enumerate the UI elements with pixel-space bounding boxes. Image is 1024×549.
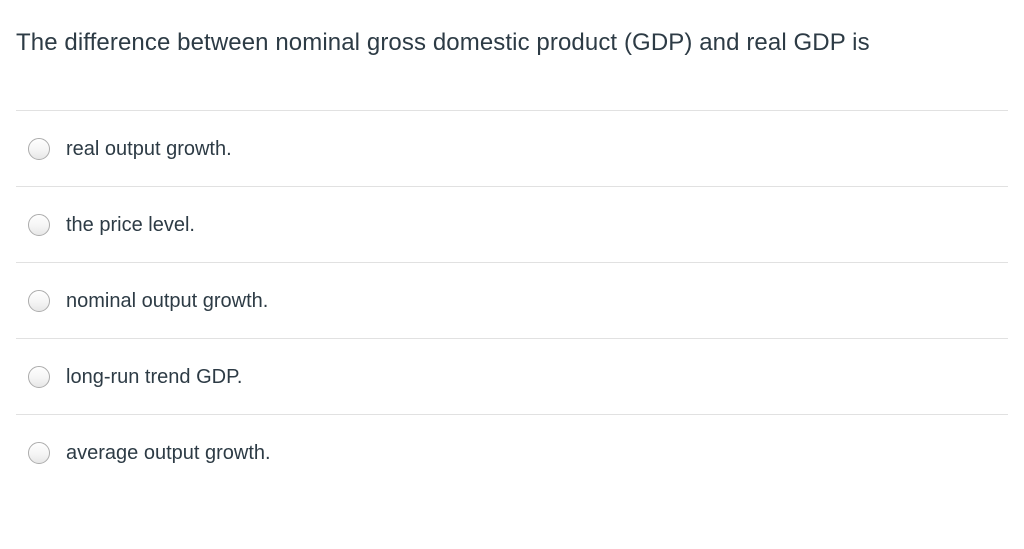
- answer-option-row[interactable]: nominal output growth.: [16, 262, 1008, 338]
- question-text: The difference between nominal gross dom…: [16, 29, 870, 56]
- answer-label[interactable]: the price level.: [66, 213, 195, 236]
- answer-list: real output growth. the price level. nom…: [16, 110, 1008, 490]
- radio-button[interactable]: [28, 365, 50, 388]
- radio-button[interactable]: [28, 213, 50, 236]
- answer-option-row[interactable]: long-run trend GDP.: [16, 338, 1008, 414]
- answer-label[interactable]: nominal output growth.: [66, 289, 269, 312]
- radio-button[interactable]: [28, 441, 50, 464]
- answer-label[interactable]: long-run trend GDP.: [66, 365, 243, 388]
- answer-label[interactable]: real output growth.: [66, 137, 232, 160]
- radio-button[interactable]: [28, 289, 50, 312]
- answer-label[interactable]: average output growth.: [66, 441, 271, 464]
- radio-button[interactable]: [28, 137, 50, 160]
- answer-option-row[interactable]: real output growth.: [16, 110, 1008, 186]
- answer-option-row[interactable]: the price level.: [16, 186, 1008, 262]
- answer-option-row[interactable]: average output growth.: [16, 414, 1008, 490]
